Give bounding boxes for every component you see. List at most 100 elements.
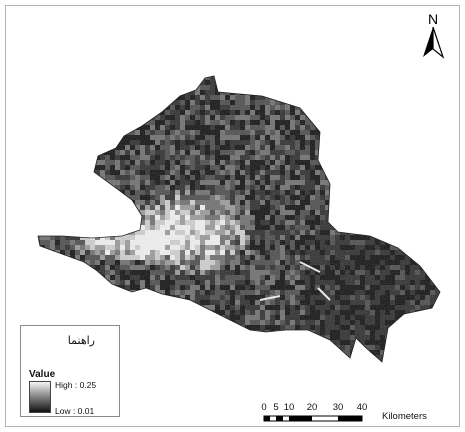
raster-cell [445,225,450,230]
raster-cell [380,110,385,115]
raster-cell [205,330,210,335]
raster-cell [195,350,200,355]
raster-cell [70,300,75,305]
raster-cell [55,175,60,180]
raster-cell [305,350,310,355]
raster-cell [395,340,400,345]
raster-cell [360,115,365,120]
raster-cell [30,265,35,270]
raster-cell [120,230,125,235]
raster-cell [325,115,330,120]
raster-cell [120,310,125,315]
raster-cell [345,85,350,90]
raster-cell [365,76,370,80]
raster-cell [405,220,410,225]
raster-cell [435,250,440,255]
raster-cell [200,320,205,325]
raster-cell [445,130,450,135]
raster-cell [105,80,110,85]
raster-cell [365,200,370,205]
raster-cell [65,125,70,130]
raster-cell [120,195,125,200]
raster-cell [95,90,100,95]
raster-cell [105,285,110,290]
raster-cell [370,190,375,195]
raster-cell [355,180,360,185]
raster-cell [355,100,360,105]
raster-cell [330,130,335,135]
raster-cell [390,80,395,85]
raster-cell [420,225,425,230]
raster-cell [350,70,355,75]
raster-cell [40,210,45,215]
raster-cell [405,355,410,360]
raster-cell [105,125,110,130]
raster-cell [275,80,280,85]
raster-cell [170,70,175,75]
raster-cell [80,215,85,220]
raster-cell [200,70,205,75]
raster-cell [70,115,75,120]
raster-cell [360,200,365,205]
raster-cell [400,340,405,345]
raster-cell [65,135,70,140]
raster-cell [270,335,275,340]
raster-cell [145,330,150,335]
raster-cell [50,290,55,295]
raster-cell [125,80,130,85]
raster-cell [90,300,95,305]
raster-cell [195,325,200,330]
raster-cell [50,90,55,95]
raster-cell [45,160,50,165]
raster-cell [85,275,90,280]
raster-cell [85,310,90,315]
raster-cell [355,70,360,75]
raster-cell [425,230,430,235]
raster-cell [135,90,140,95]
raster-cell [160,85,165,90]
raster-cell [400,185,405,190]
raster-cell [445,220,450,225]
raster-cell [390,355,395,360]
raster-cell [115,200,120,205]
raster-cell [265,335,270,340]
raster-cell [215,340,220,345]
raster-cell [335,190,340,195]
raster-cell [45,115,50,120]
raster-cell [180,315,185,320]
raster-cell [165,100,170,105]
raster-cell [325,130,330,135]
raster-cell [120,80,125,85]
raster-cell [120,315,125,320]
raster-cell [445,110,450,115]
raster-cell [420,105,425,110]
raster-cell [75,170,80,175]
raster-cell [240,70,245,75]
raster-cell [435,205,440,210]
raster-cell [350,180,355,185]
raster-cell [420,355,425,360]
raster-cell [445,290,450,295]
raster-cell [130,325,135,330]
raster-cell [40,280,45,285]
raster-cell [295,76,300,80]
raster-cell [145,305,150,310]
raster-cell [430,200,435,205]
raster-cell [410,330,415,335]
raster-cell [400,345,405,350]
raster-cell [320,115,325,120]
raster-cell [160,105,165,110]
raster-cell [400,205,405,210]
raster-cell [105,305,110,310]
raster-cell [130,355,135,360]
raster-cell [445,310,450,315]
raster-cell [380,215,385,220]
raster-cell [395,170,400,175]
raster-cell [55,135,60,140]
raster-cell [400,180,405,185]
raster-cell [430,270,435,275]
raster-cell [150,355,155,360]
raster-cell [75,275,80,280]
raster-cell [430,225,435,230]
raster-cell [105,100,110,105]
